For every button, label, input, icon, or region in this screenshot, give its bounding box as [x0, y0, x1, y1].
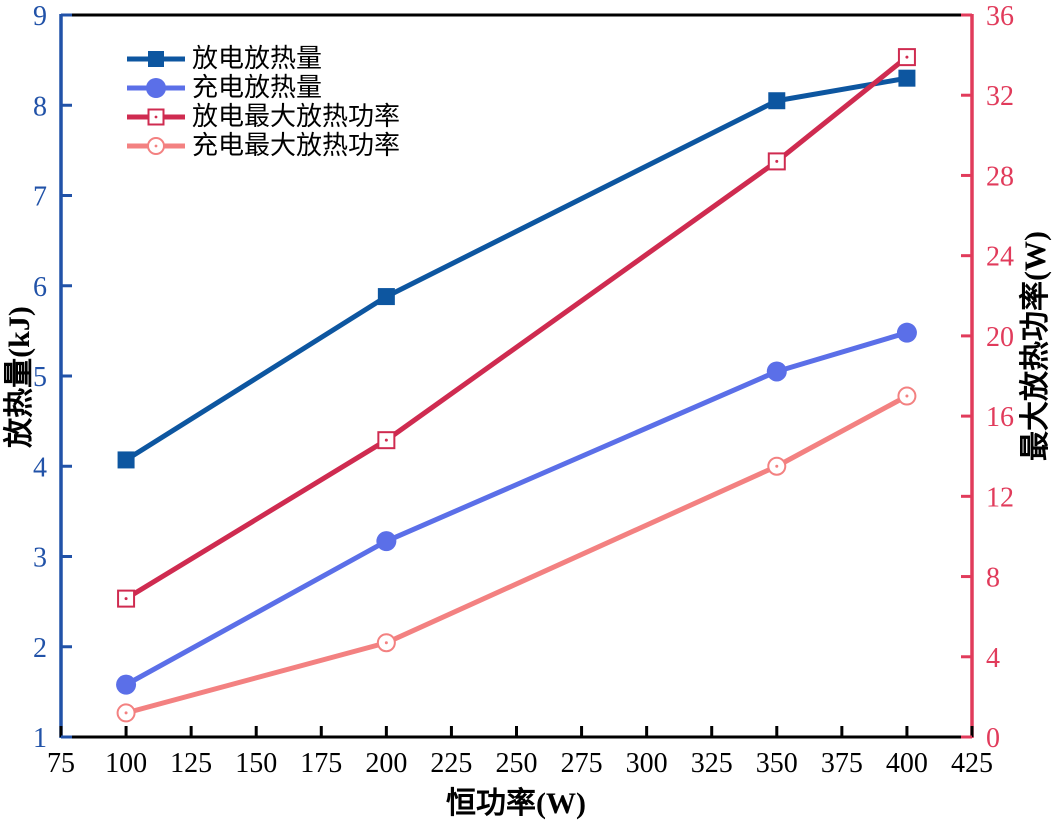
right-tick-label: 8 [986, 563, 1000, 594]
x-axis-title: 恒功率(W) [446, 787, 586, 820]
legend-item-3: 充电最大放热功率 [127, 132, 400, 159]
right-tick-label: 36 [986, 1, 1014, 32]
x-tick-label: 400 [886, 748, 928, 779]
x-tick-label: 375 [821, 748, 863, 779]
series-line-0 [124, 75, 908, 463]
left-tick-label: 7 [33, 182, 47, 213]
legend-item-0: 放电放热量 [127, 45, 400, 72]
legend: 放电放热量 充电放热量 放电最大放热功率 充电最大放热功率 [127, 45, 400, 159]
legend-marker-circle-open-icon [127, 136, 185, 155]
x-tick-label: 125 [170, 748, 212, 779]
data-point-marker [766, 361, 787, 382]
x-tick-label: 325 [691, 748, 733, 779]
legend-label: 充电最大放热功率 [192, 131, 401, 160]
left-tick-label: 6 [33, 272, 47, 303]
right-tick-label: 24 [986, 242, 1014, 273]
legend-marker-square-filled-icon [127, 50, 185, 67]
series-1 [116, 322, 917, 695]
legend-label: 放电最大放热功率 [192, 102, 401, 131]
marker-center-dot [775, 464, 779, 468]
series-line-2 [124, 55, 909, 601]
legend-marker-circle-filled-icon [127, 77, 185, 98]
right-tick-label: 12 [986, 482, 1014, 513]
x-tick-label: 75 [47, 748, 75, 779]
left-tick-label: 9 [33, 1, 47, 32]
legend-label: 充电放热量 [192, 73, 323, 102]
legend-item-1: 充电放热量 [127, 74, 400, 101]
right-tick-label: 32 [986, 81, 1014, 112]
x-tick-label: 200 [365, 748, 407, 779]
right-tick-label: 0 [986, 723, 1000, 754]
x-tick-label: 150 [235, 748, 277, 779]
left-tick-label: 3 [33, 543, 47, 574]
x-tick-label: 225 [430, 748, 472, 779]
right-tick-label: 28 [986, 161, 1014, 192]
series-3 [116, 386, 917, 723]
legend-item-2: 放电最大放热功率 [127, 103, 400, 130]
marker-center-dot [905, 394, 909, 398]
x-tick-label: 350 [756, 748, 798, 779]
data-point-marker [377, 288, 395, 306]
data-point-marker [768, 92, 786, 110]
left-tick-label: 4 [33, 452, 47, 483]
data-point-marker [116, 674, 137, 695]
data-point-marker [117, 451, 135, 469]
right-axis-title: 最大放热功率(W) [1019, 231, 1052, 461]
series-line-1 [124, 330, 908, 687]
left-axis-title: 放热量(kJ) [3, 306, 36, 448]
legend-marker-square-open-icon [127, 108, 185, 125]
right-tick-label: 4 [986, 643, 1000, 674]
series-line-3 [125, 393, 909, 716]
x-tick-label: 100 [105, 748, 147, 779]
right-tick-label: 20 [986, 322, 1014, 353]
left-tick-label: 8 [33, 91, 47, 122]
x-tick-label: 425 [951, 748, 993, 779]
x-tick-label: 175 [300, 748, 342, 779]
left-tick-label: 1 [33, 723, 47, 754]
x-tick-label: 275 [561, 748, 603, 779]
x-tick-label: 250 [496, 748, 538, 779]
x-tick-label: 300 [626, 748, 668, 779]
series-0 [117, 69, 916, 469]
marker-center-dot [775, 159, 779, 163]
data-point-marker [896, 322, 917, 343]
legend-label: 放电放热量 [192, 44, 323, 73]
left-tick-label: 5 [33, 362, 47, 393]
marker-center-dot [384, 641, 388, 645]
right-tick-label: 16 [986, 402, 1014, 433]
marker-center-dot [124, 711, 128, 715]
left-tick-label: 2 [33, 633, 47, 664]
marker-center-dot [905, 55, 909, 59]
marker-center-dot [124, 597, 128, 601]
marker-center-dot [384, 438, 388, 442]
series-2 [117, 48, 916, 608]
data-point-marker [898, 69, 916, 87]
data-point-marker [376, 531, 397, 552]
